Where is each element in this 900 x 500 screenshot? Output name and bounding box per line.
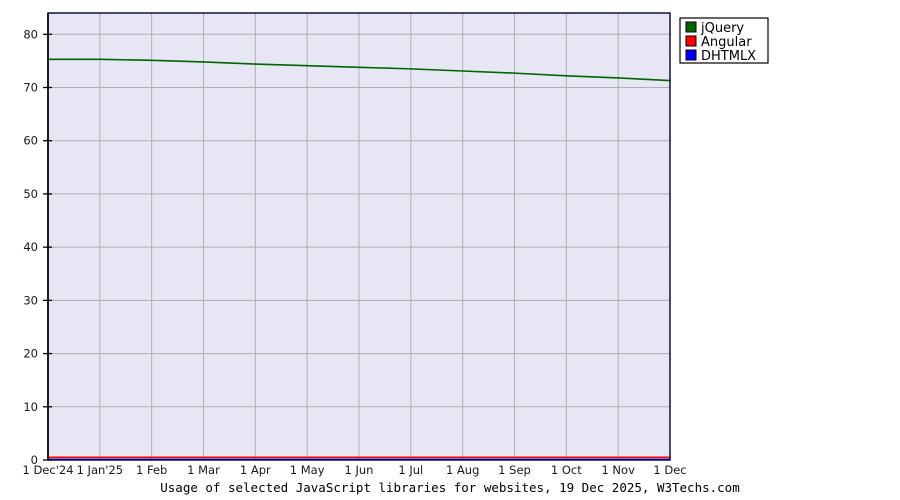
- x-axis-tick-label: 1 Jan'25: [77, 463, 124, 477]
- x-axis-tick-label: 1 Feb: [136, 463, 167, 477]
- y-axis-tick-label: 20: [23, 347, 38, 361]
- x-axis-tick-label: 1 Mar: [187, 463, 220, 477]
- y-axis-tick-label: 60: [23, 134, 38, 148]
- legend-label-angular: Angular: [701, 35, 752, 50]
- legend-swatch-dhtmlx: [685, 49, 697, 61]
- chart-caption: Usage of selected JavaScript libraries f…: [160, 480, 739, 495]
- y-axis-tick-label: 80: [23, 27, 38, 41]
- y-axis: 0 10 20 30 40 50 60 70 80: [23, 13, 52, 467]
- y-axis-tick-label: 40: [23, 240, 38, 254]
- x-axis-tick-label: 1 Sep: [498, 463, 531, 477]
- legend-swatch-angular: [685, 35, 697, 47]
- y-axis-tick-label: 10: [23, 400, 38, 414]
- legend-label-jquery: jQuery: [700, 21, 744, 36]
- x-axis-tick-label: 1 Jul: [398, 463, 423, 477]
- x-axis-tick-label: 1 Apr: [240, 463, 271, 477]
- y-axis-tick-label: 0: [31, 453, 38, 467]
- legend-label-dhtmlx: DHTMLX: [701, 49, 756, 64]
- x-axis: 1 Dec'24 1 Jan'25 1 Feb 1 Mar 1 Apr 1 May 1 Ju…: [22, 463, 686, 477]
- y-axis-tick-label: 30: [23, 293, 38, 307]
- x-axis-tick-label: 1 May: [290, 463, 325, 477]
- legend-swatch-jquery: [685, 21, 697, 33]
- y-axis-tick-label: 50: [23, 187, 38, 201]
- x-axis-tick-label: 1 Nov: [601, 463, 635, 477]
- series-line-jquery: [47, 58, 671, 82]
- x-axis-tick-label: 1 Aug: [446, 463, 479, 477]
- vertical-gridlines: [99, 13, 671, 460]
- x-axis-tick-label: 1 Oct: [551, 463, 582, 477]
- y-axis-tick-label: 70: [23, 81, 38, 95]
- x-axis-tick-label: 1 Jun: [345, 463, 374, 477]
- x-axis-tick-label: 1 Dec'24: [22, 463, 73, 477]
- x-axis-tick-label: 1 Dec: [653, 463, 686, 477]
